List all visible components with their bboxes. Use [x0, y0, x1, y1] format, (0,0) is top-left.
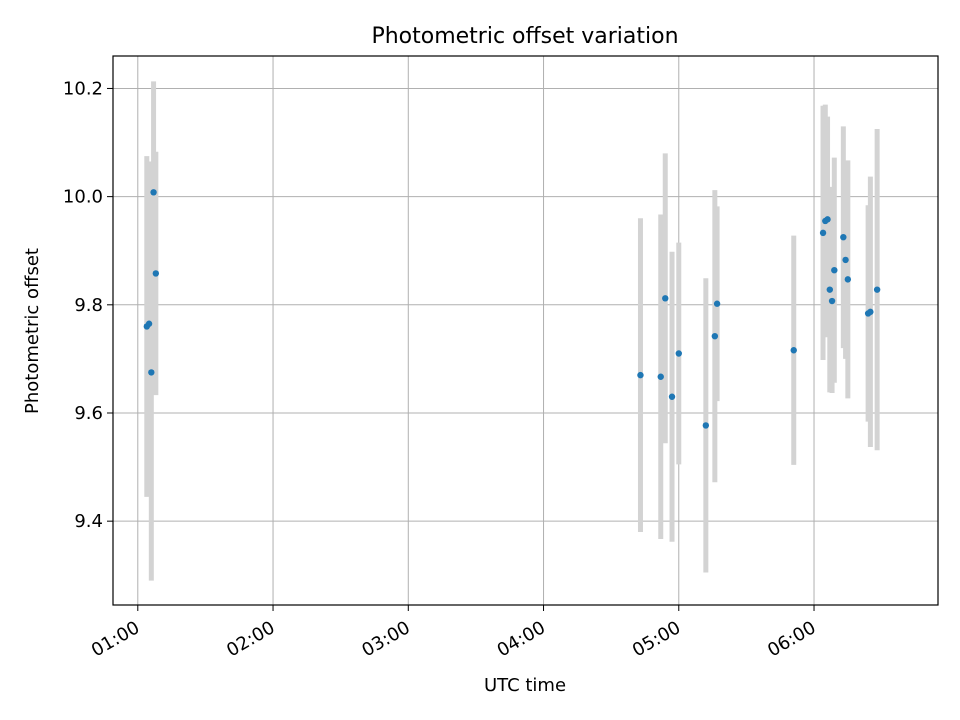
data-point — [662, 295, 669, 302]
data-point — [844, 276, 852, 283]
data-point — [867, 308, 874, 316]
y-axis-ticks: 9.4 9.6 9.8 10.0 10.2 — [63, 78, 113, 532]
data-points — [143, 189, 881, 429]
data-point — [826, 286, 834, 293]
data-point — [842, 256, 849, 264]
x-axis-label: UTC time — [484, 675, 566, 696]
data-point — [657, 373, 664, 380]
data-point — [831, 266, 838, 274]
data-point — [873, 286, 881, 293]
data-point — [790, 347, 797, 354]
y-tick-label: 10.2 — [63, 78, 103, 99]
data-point — [711, 332, 719, 340]
y-tick-label: 9.4 — [74, 511, 103, 532]
data-point — [668, 393, 676, 400]
data-point — [148, 369, 155, 376]
data-point — [828, 297, 836, 305]
data-point — [145, 320, 153, 327]
y-tick-label: 10.0 — [63, 187, 103, 208]
data-point — [819, 229, 827, 237]
chart-title: Photometric offset variation — [371, 24, 678, 49]
y-tick-label: 9.6 — [74, 403, 103, 424]
data-point — [675, 350, 682, 357]
data-point — [840, 233, 847, 241]
data-point — [150, 189, 157, 196]
data-point — [713, 300, 721, 307]
data-point — [824, 216, 831, 223]
data-point — [637, 371, 644, 379]
data-point — [702, 422, 710, 429]
data-point — [152, 270, 160, 277]
plot-frame — [112, 55, 939, 606]
y-axis-label: Photometric offset — [22, 248, 43, 414]
y-tick-label: 9.8 — [74, 295, 103, 316]
